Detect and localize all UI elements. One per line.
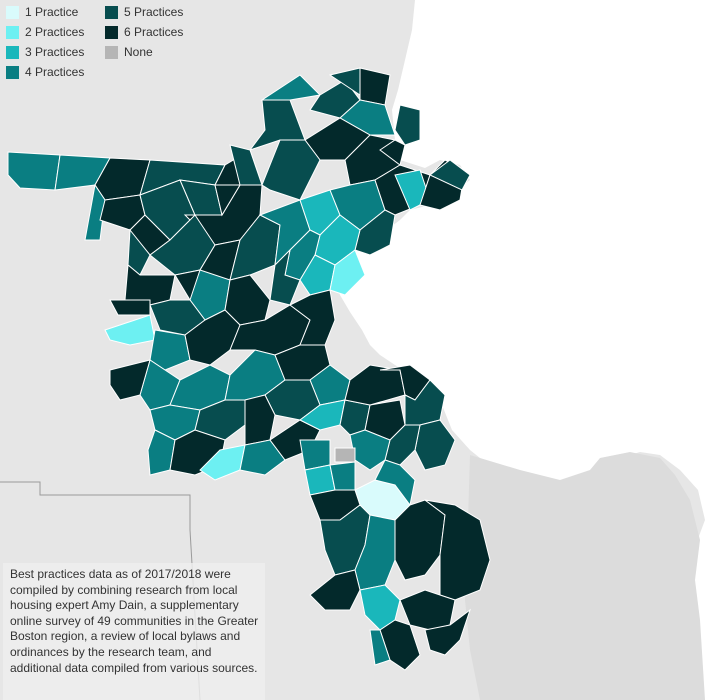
legend-item-3-practices[interactable]: 3 Practices xyxy=(6,45,84,59)
legend-label: 4 Practices xyxy=(25,65,85,79)
town-region[interactable] xyxy=(84,183,106,241)
town-region[interactable] xyxy=(199,444,246,481)
town-region[interactable] xyxy=(104,314,156,346)
legend-label: 6 Practices xyxy=(124,25,184,39)
legend-item-4-practices[interactable]: 4 Practices xyxy=(6,65,84,79)
data-note-box: Best practices data as of 2017/2018 were… xyxy=(3,563,265,700)
ocean xyxy=(335,0,712,700)
town-region[interactable] xyxy=(147,429,176,476)
town-region[interactable] xyxy=(109,359,151,401)
legend-label: 1 Practice xyxy=(25,5,79,19)
town-region[interactable] xyxy=(329,249,366,296)
town-region[interactable] xyxy=(359,67,391,106)
legend-item-none[interactable]: None xyxy=(105,45,153,59)
data-note-text: Best practices data as of 2017/2018 were… xyxy=(10,567,259,675)
legend-item-6-practices[interactable]: 6 Practices xyxy=(105,25,183,39)
town-region[interactable] xyxy=(429,159,471,191)
town-region[interactable] xyxy=(394,104,421,146)
town-region[interactable] xyxy=(349,429,391,471)
town-region[interactable] xyxy=(149,329,191,371)
town-region[interactable] xyxy=(289,289,336,346)
town-region[interactable] xyxy=(239,439,286,476)
legend-label: 5 Practices xyxy=(124,5,184,19)
town-region[interactable] xyxy=(7,151,61,191)
town-region[interactable] xyxy=(424,499,491,601)
legend-swatch xyxy=(105,25,118,39)
cape-cod xyxy=(465,452,705,700)
legend-swatch xyxy=(105,45,118,59)
town-region[interactable] xyxy=(369,629,391,666)
town-region[interactable] xyxy=(334,447,356,463)
towns-layer xyxy=(7,67,491,671)
town-region[interactable] xyxy=(339,99,396,136)
legend-swatch xyxy=(6,5,19,19)
legend-item-5-practices[interactable]: 5 Practices xyxy=(105,5,183,19)
town-region[interactable] xyxy=(109,299,151,316)
legend-swatch xyxy=(6,45,19,59)
town-region[interactable] xyxy=(214,184,241,217)
legend-label: 3 Practices xyxy=(25,45,85,59)
legend-label: None xyxy=(124,45,153,59)
legend-label: 2 Practices xyxy=(25,25,85,39)
town-region[interactable] xyxy=(379,139,406,166)
legend-swatch xyxy=(105,5,118,19)
town-region[interactable] xyxy=(329,461,356,491)
legend-item-2-practices[interactable]: 2 Practices xyxy=(6,25,84,39)
legend-item-1-practice[interactable]: 1 Practice xyxy=(6,5,78,19)
legend-swatch xyxy=(6,25,19,39)
town-region[interactable] xyxy=(424,608,471,656)
legend-swatch xyxy=(6,65,19,79)
state-boundary xyxy=(0,481,191,530)
